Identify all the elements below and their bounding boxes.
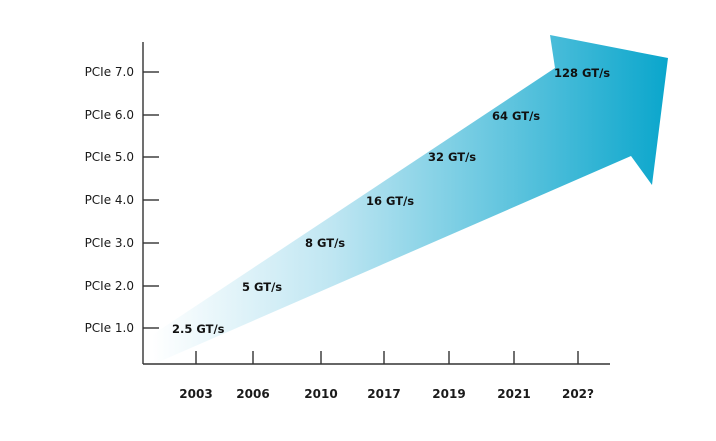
x-tick-label: 2021 xyxy=(497,387,530,401)
data-label: 8 GT/s xyxy=(305,236,345,250)
x-tick-label: 2019 xyxy=(432,387,465,401)
growth-arrow xyxy=(152,35,668,364)
x-tick-label: 2006 xyxy=(236,387,269,401)
data-label: 64 GT/s xyxy=(492,109,540,123)
y-tick-label: PCIe 3.0 xyxy=(85,236,134,250)
x-tick-label: 2017 xyxy=(367,387,400,401)
x-tick-label: 202? xyxy=(562,387,594,401)
y-tick-label: PCIe 7.0 xyxy=(85,65,134,79)
data-label: 32 GT/s xyxy=(428,150,476,164)
y-tick-label: PCIe 5.0 xyxy=(85,150,134,164)
data-label: 16 GT/s xyxy=(366,194,414,208)
y-tick-label: PCIe 1.0 xyxy=(85,321,134,335)
data-label: 2.5 GT/s xyxy=(172,322,225,336)
y-tick-label: PCIe 2.0 xyxy=(85,279,134,293)
y-tick-label: PCIe 4.0 xyxy=(85,193,134,207)
y-tick-label: PCIe 6.0 xyxy=(85,108,134,122)
data-label: 128 GT/s xyxy=(554,66,610,80)
x-tick-label: 2003 xyxy=(179,387,212,401)
data-label: 5 GT/s xyxy=(242,280,282,294)
x-tick-label: 2010 xyxy=(304,387,337,401)
